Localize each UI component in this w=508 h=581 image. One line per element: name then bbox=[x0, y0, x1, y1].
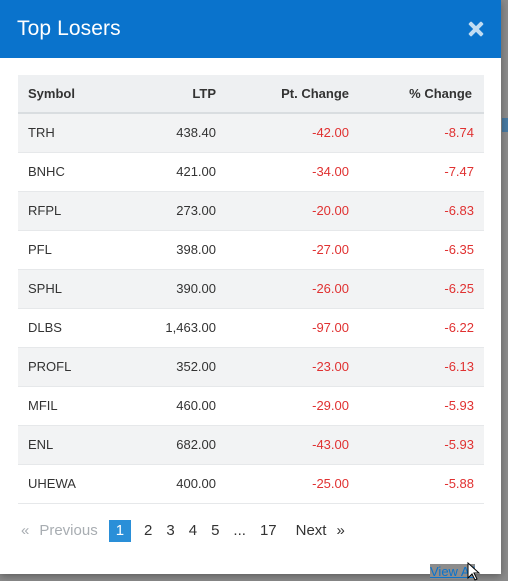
cell-ltp: 400.00 bbox=[176, 476, 216, 491]
cell-symbol[interactable]: DLBS bbox=[28, 320, 62, 335]
pagination-first-button[interactable]: « bbox=[21, 522, 30, 539]
modal-header: Top Losers bbox=[0, 0, 501, 58]
cell-pct-change: -6.25 bbox=[444, 281, 474, 296]
cell-ltp: 438.40 bbox=[176, 125, 216, 141]
background-nav-arrow-right bbox=[502, 118, 508, 132]
table-row[interactable]: BNHC 421.00 -34.00 -7.47 bbox=[18, 152, 484, 191]
cell-ltp: 421.00 bbox=[176, 164, 216, 179]
cell-symbol[interactable]: UHEWA bbox=[28, 476, 76, 491]
pagination-page-4[interactable]: 4 bbox=[188, 522, 198, 539]
cell-pct-change: -5.93 bbox=[444, 437, 474, 452]
pagination-page-3[interactable]: 3 bbox=[166, 522, 175, 539]
table-row[interactable]: PROFL 352.00 -23.00 -6.13 bbox=[18, 347, 484, 386]
cell-pt-change: -43.00 bbox=[312, 437, 349, 452]
table-row[interactable]: MFIL 460.00 -29.00 -5.93 bbox=[18, 386, 484, 425]
cell-ltp: 682.00 bbox=[176, 437, 216, 452]
cell-pt-change: -97.00 bbox=[312, 320, 349, 335]
cell-pct-change: -6.83 bbox=[444, 203, 474, 218]
cell-pt-change: -26.00 bbox=[312, 281, 349, 296]
cell-pct-change: -5.88 bbox=[444, 476, 474, 491]
cell-ltp: 390.00 bbox=[176, 281, 216, 296]
column-header-symbol[interactable]: Symbol bbox=[18, 75, 118, 114]
cell-pt-change: -20.00 bbox=[312, 203, 349, 218]
cell-symbol[interactable]: MFIL bbox=[28, 398, 58, 413]
cell-symbol[interactable]: BNHC bbox=[28, 164, 65, 179]
table-row[interactable]: UHEWA 400.00 -25.00 -5.88 bbox=[18, 464, 484, 503]
cell-pct-change: -8.74 bbox=[444, 125, 474, 141]
cell-symbol[interactable]: TRH bbox=[28, 125, 55, 141]
cell-pct-change: -7.47 bbox=[444, 164, 474, 179]
pagination-page-17[interactable]: 17 bbox=[259, 522, 277, 539]
pagination-page-5[interactable]: 5 bbox=[211, 522, 220, 539]
pagination-next-button[interactable]: Next bbox=[295, 522, 327, 539]
cell-pt-change: -42.00 bbox=[312, 125, 349, 141]
cell-symbol[interactable]: ENL bbox=[28, 437, 54, 452]
cell-pct-change: -6.22 bbox=[444, 320, 474, 335]
losers-table-container: Symbol LTP Pt. Change % Change TRH 438.4… bbox=[18, 75, 484, 504]
cell-pct-change: -6.35 bbox=[444, 242, 474, 257]
cell-ltp: 398.00 bbox=[176, 242, 216, 257]
view-all-link[interactable]: View All bbox=[430, 564, 476, 579]
pagination-page-2[interactable]: 2 bbox=[144, 522, 153, 539]
cell-pt-change: -23.00 bbox=[312, 359, 349, 374]
table-row[interactable]: PFL 398.00 -27.00 -6.35 bbox=[18, 230, 484, 269]
losers-table: Symbol LTP Pt. Change % Change TRH 438.4… bbox=[18, 75, 484, 504]
pagination-ellipsis: ... bbox=[233, 522, 246, 539]
table-row[interactable]: SPHL 390.00 -26.00 -6.25 bbox=[18, 269, 484, 308]
pagination: « Previous 1 2 3 4 5 ... 17 Next » bbox=[18, 519, 348, 543]
top-losers-modal: Top Losers Symbol LTP Pt. Change % Chang… bbox=[0, 0, 501, 574]
column-header-ltp[interactable]: LTP bbox=[118, 75, 216, 114]
cell-pt-change: -27.00 bbox=[312, 242, 349, 257]
pagination-page-1[interactable]: 1 bbox=[108, 520, 132, 542]
cell-ltp: 352.00 bbox=[176, 359, 216, 374]
cell-ltp: 273.00 bbox=[176, 203, 216, 218]
cell-pt-change: -34.00 bbox=[312, 164, 349, 179]
table-row[interactable]: RFPL 273.00 -20.00 -6.83 bbox=[18, 191, 484, 230]
modal-title: Top Losers bbox=[17, 17, 121, 40]
table-header-row: Symbol LTP Pt. Change % Change bbox=[18, 75, 484, 114]
cell-symbol[interactable]: PFL bbox=[28, 242, 52, 257]
cell-symbol[interactable]: SPHL bbox=[28, 281, 62, 296]
table-row[interactable]: TRH 438.40 -42.00 -8.74 bbox=[18, 113, 484, 152]
cell-pt-change: -29.00 bbox=[312, 398, 349, 413]
cell-symbol[interactable]: RFPL bbox=[28, 203, 62, 218]
cell-pct-change: -5.93 bbox=[444, 398, 474, 413]
pagination-last-button[interactable]: » bbox=[336, 522, 345, 539]
mouse-pointer-icon bbox=[467, 562, 481, 581]
table-body: TRH 438.40 -42.00 -8.74 BNHC 421.00 -34.… bbox=[18, 113, 484, 503]
column-header-pt-change[interactable]: Pt. Change bbox=[216, 75, 349, 114]
pagination-previous-button[interactable]: Previous bbox=[39, 522, 98, 539]
table-row[interactable]: ENL 682.00 -43.00 -5.93 bbox=[18, 425, 484, 464]
cell-ltp: 1,463.00 bbox=[165, 320, 216, 335]
cell-pct-change: -6.13 bbox=[444, 359, 474, 374]
cell-pt-change: -25.00 bbox=[312, 476, 349, 491]
close-icon[interactable] bbox=[467, 20, 485, 38]
cell-symbol[interactable]: PROFL bbox=[28, 359, 72, 374]
table-row[interactable]: DLBS 1,463.00 -97.00 -6.22 bbox=[18, 308, 484, 347]
cell-ltp: 460.00 bbox=[176, 398, 216, 413]
column-header-pct-change[interactable]: % Change bbox=[349, 75, 484, 114]
